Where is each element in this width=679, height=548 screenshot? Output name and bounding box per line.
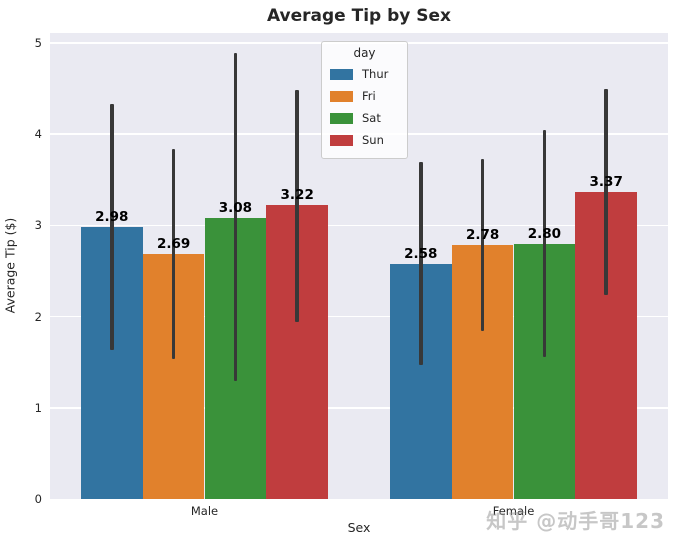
legend: day Thur Fri Sat Sun bbox=[321, 41, 408, 159]
gridline bbox=[50, 224, 668, 227]
x-axis-label: Sex bbox=[347, 520, 371, 535]
legend-swatch-icon bbox=[330, 68, 353, 80]
legend-item-fri: Fri bbox=[330, 85, 399, 107]
error-bar bbox=[171, 148, 176, 359]
legend-item-sun: Sun bbox=[330, 129, 399, 151]
y-tick-label: 3 bbox=[34, 218, 42, 233]
legend-item-thur: Thur bbox=[330, 63, 399, 85]
bar-value-label: 2.98 bbox=[95, 209, 129, 226]
legend-title: day bbox=[353, 46, 376, 60]
error-bar bbox=[110, 104, 114, 351]
bar-value-label: 3.08 bbox=[218, 200, 253, 217]
x-tick-label: Male bbox=[190, 504, 219, 518]
error-bar bbox=[295, 89, 299, 323]
bar-value-label: 2.80 bbox=[527, 225, 562, 242]
legend-rows: Thur Fri Sat Sun bbox=[330, 63, 399, 151]
bar-value-label: 2.78 bbox=[465, 227, 500, 244]
y-tick-label: 5 bbox=[34, 36, 42, 51]
y-tick-label: 1 bbox=[34, 400, 42, 415]
error-bar bbox=[419, 162, 423, 365]
bar-value-label: 2.69 bbox=[156, 235, 191, 252]
y-axis-label: Average Tip ($) bbox=[2, 217, 18, 314]
x-tick-label: Female bbox=[492, 504, 535, 518]
legend-swatch-icon bbox=[330, 90, 353, 102]
legend-item-sat: Sat bbox=[330, 107, 399, 129]
legend-label: Sun bbox=[362, 133, 384, 147]
chart-title: Average Tip by Sex bbox=[266, 6, 452, 26]
legend-label: Sat bbox=[362, 111, 381, 125]
legend-swatch-icon bbox=[330, 112, 353, 124]
gridline bbox=[50, 407, 668, 409]
bar-value-label: 2.58 bbox=[404, 245, 438, 262]
y-tick-label: 2 bbox=[34, 309, 42, 324]
bar-value-label: 3.37 bbox=[589, 173, 623, 190]
error-bar bbox=[480, 158, 485, 332]
error-bar bbox=[542, 129, 547, 357]
legend-label: Thur bbox=[362, 67, 389, 81]
gridline bbox=[50, 315, 668, 318]
error-bar bbox=[604, 88, 608, 295]
watermark: 知乎 @动手哥123 bbox=[486, 509, 665, 533]
y-tick-label: 4 bbox=[34, 127, 42, 142]
error-bar bbox=[233, 53, 238, 382]
y-tick-label: 0 bbox=[34, 492, 42, 506]
legend-label: Fri bbox=[362, 89, 376, 103]
legend-swatch-icon bbox=[330, 134, 353, 146]
bar-value-label: 3.22 bbox=[280, 187, 314, 204]
